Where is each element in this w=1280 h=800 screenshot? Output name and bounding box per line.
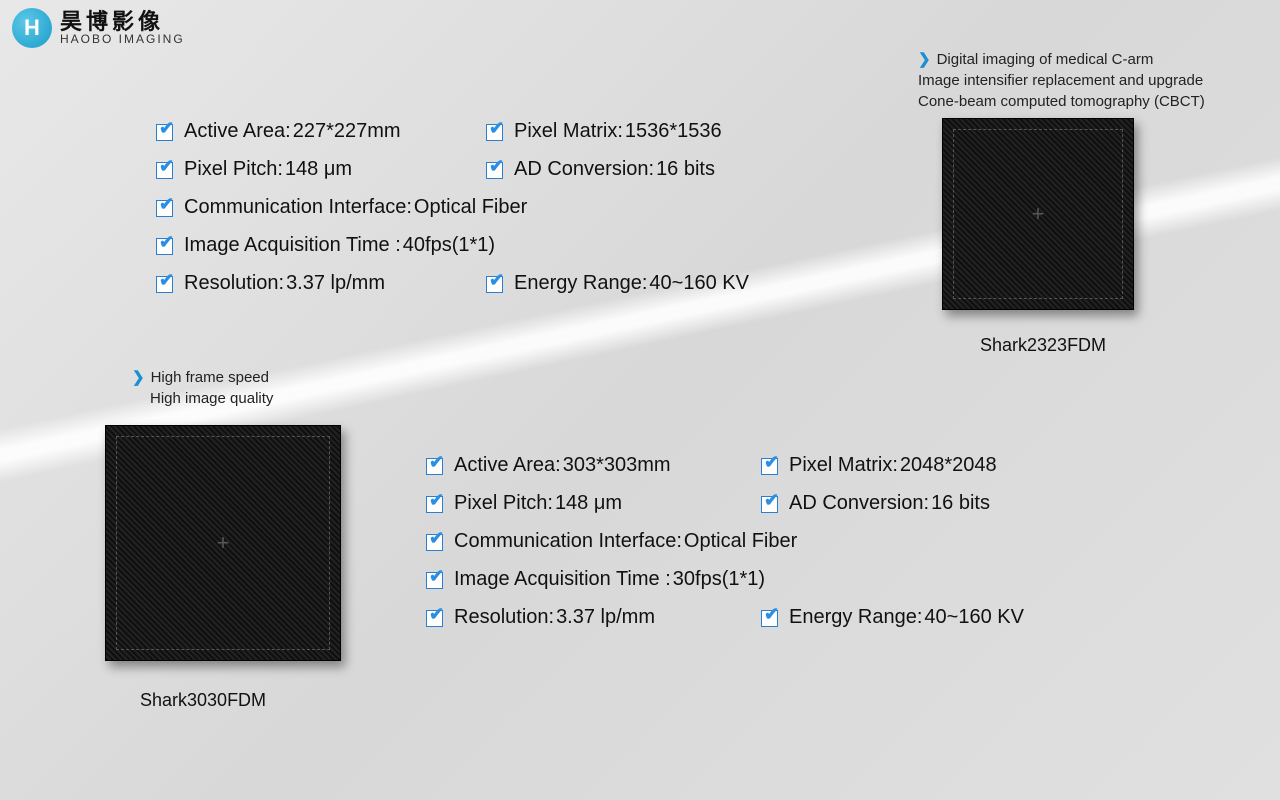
- spec-item: Pixel Matrix:1536*1536: [486, 120, 722, 143]
- check-icon: [486, 121, 506, 141]
- spec-item: Image Acquisition Time : 30fps(1*1): [426, 568, 765, 591]
- spec-item: Pixel Pitch:148 μm: [156, 158, 352, 181]
- spec-label: Resolution:: [454, 606, 554, 629]
- product2-name: Shark3030FDM: [140, 690, 266, 711]
- spec-value: 30fps(1*1): [673, 568, 765, 591]
- spec-value: 2048*2048: [900, 454, 997, 477]
- product2-features: ❯ High frame speed High image quality: [132, 368, 273, 411]
- check-icon: [156, 273, 176, 293]
- feature-text: High image quality: [150, 390, 273, 407]
- check-icon: [156, 121, 176, 141]
- spec-value: 148 μm: [285, 158, 352, 181]
- spec-value: Optical Fiber: [684, 530, 797, 553]
- spec-label: AD Conversion:: [514, 158, 654, 181]
- spec-value: 3.37 lp/mm: [286, 272, 385, 295]
- spec-label: Image Acquisition Time :: [454, 568, 671, 591]
- spec-value: 40~160 KV: [649, 272, 749, 295]
- spec-item: Resolution:3.37 lp/mm: [426, 606, 655, 629]
- check-icon: [426, 531, 446, 551]
- spec-item: Pixel Pitch:148 μm: [426, 492, 622, 515]
- check-icon: [761, 493, 781, 513]
- spec-value: 16 bits: [931, 492, 990, 515]
- check-icon: [156, 235, 176, 255]
- spec-label: Active Area:: [454, 454, 561, 477]
- spec-value: Optical Fiber: [414, 196, 527, 219]
- spec-label: Energy Range:: [789, 606, 922, 629]
- check-icon: [156, 197, 176, 217]
- product2-specs: Active Area:303*303mmPixel Matrix: 2048*…: [426, 450, 797, 640]
- check-icon: [761, 455, 781, 475]
- brand-name-cn: 昊博影像: [60, 10, 185, 33]
- spec-value: 148 μm: [555, 492, 622, 515]
- product1-features: ❯ Digital imaging of medical C-arm Image …: [918, 50, 1205, 114]
- spec-item: AD Conversion: 16 bits: [761, 492, 990, 515]
- spec-value: 16 bits: [656, 158, 715, 181]
- brand-name-en: HAOBO IMAGING: [60, 33, 185, 46]
- check-icon: [426, 569, 446, 589]
- spec-label: Resolution:: [184, 272, 284, 295]
- product1-name: Shark2323FDM: [980, 335, 1106, 356]
- brand-logo: H 昊博影像 HAOBO IMAGING: [12, 8, 185, 48]
- check-icon: [426, 607, 446, 627]
- spec-label: Communication Interface:: [184, 196, 412, 219]
- spec-value: 1536*1536: [625, 120, 722, 143]
- spec-item: Communication Interface: Optical Fiber: [426, 530, 797, 553]
- spec-item: Active Area:303*303mm: [426, 454, 671, 477]
- product2-panel: +: [105, 425, 341, 661]
- feature-text: Cone-beam computed tomography (CBCT): [918, 93, 1205, 110]
- check-icon: [761, 607, 781, 627]
- spec-item: Energy Range:40~160 KV: [486, 272, 749, 295]
- spec-item: Resolution:3.37 lp/mm: [156, 272, 385, 295]
- spec-label: Pixel Pitch:: [454, 492, 553, 515]
- spec-value: 40fps(1*1): [403, 234, 495, 257]
- check-icon: [486, 273, 506, 293]
- spec-label: Image Acquisition Time :: [184, 234, 401, 257]
- spec-value: 40~160 KV: [924, 606, 1024, 629]
- product1-panel: +: [942, 118, 1134, 310]
- feature-text: Image intensifier replacement and upgrad…: [918, 72, 1203, 89]
- spec-item: AD Conversion:16 bits: [486, 158, 715, 181]
- spec-item: Image Acquisition Time : 40fps(1*1): [156, 234, 495, 257]
- spec-item: Pixel Matrix: 2048*2048: [761, 454, 997, 477]
- feature-text: Digital imaging of medical C-arm: [937, 51, 1154, 68]
- product1-specs: Active Area:227*227mmPixel Matrix:1536*1…: [156, 116, 527, 306]
- spec-item: Active Area:227*227mm: [156, 120, 401, 143]
- feature-text: High frame speed: [151, 369, 269, 386]
- spec-label: Energy Range:: [514, 272, 647, 295]
- check-icon: [426, 455, 446, 475]
- spec-label: AD Conversion:: [789, 492, 929, 515]
- spec-label: Communication Interface:: [454, 530, 682, 553]
- spec-label: Pixel Matrix:: [514, 120, 623, 143]
- check-icon: [426, 493, 446, 513]
- spec-label: Pixel Matrix:: [789, 454, 898, 477]
- arrow-icon: ❯: [918, 51, 931, 68]
- spec-label: Pixel Pitch:: [184, 158, 283, 181]
- spec-value: 3.37 lp/mm: [556, 606, 655, 629]
- spec-value: 227*227mm: [293, 120, 401, 143]
- spec-item: Energy Range:40~160 KV: [761, 606, 1024, 629]
- spec-value: 303*303mm: [563, 454, 671, 477]
- check-icon: [156, 159, 176, 179]
- check-icon: [486, 159, 506, 179]
- arrow-icon: ❯: [132, 369, 145, 386]
- logo-icon: H: [12, 8, 52, 48]
- spec-label: Active Area:: [184, 120, 291, 143]
- spec-item: Communication Interface: Optical Fiber: [156, 196, 527, 219]
